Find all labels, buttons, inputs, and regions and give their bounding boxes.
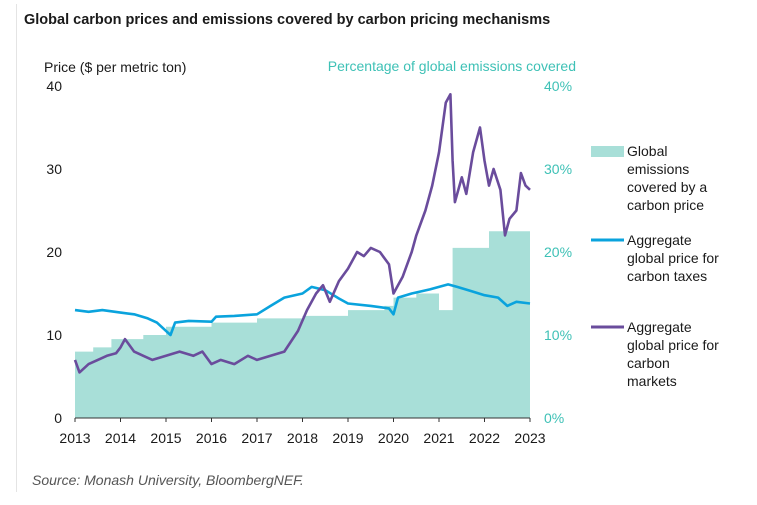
series-coverage-area — [75, 231, 530, 418]
legend-swatch-coverage — [591, 146, 624, 157]
legend-label-coverage: Global emissions covered by a carbon pri… — [627, 143, 711, 213]
legend-label-taxes: Aggregate global price for carbon taxes — [627, 232, 723, 284]
right-y-tick-label: 30% — [544, 161, 572, 177]
right-y-tick-label: 0% — [544, 410, 564, 426]
left-y-tick-label: 20 — [46, 244, 62, 260]
x-tick-label: 2018 — [287, 430, 318, 446]
x-tick-label: 2014 — [105, 430, 136, 446]
right-y-tick-label: 20% — [544, 244, 572, 260]
left-y-tick-label: 0 — [54, 410, 62, 426]
right-y-tick-label: 40% — [544, 78, 572, 94]
series-carbon-markets-line — [73, 93, 531, 374]
source-note: Source: Monash University, BloombergNEF. — [32, 472, 304, 488]
left-y-tick-label: 30 — [46, 161, 62, 177]
x-tick-label: 2016 — [196, 430, 227, 446]
right-y-tick-label: 10% — [544, 327, 572, 343]
x-tick-label: 2021 — [423, 430, 454, 446]
legend: Global emissions covered by a carbon pri… — [591, 143, 723, 389]
legend-label-markets: Aggregate global price for carbon market… — [627, 319, 723, 389]
chart-title: Global carbon prices and emissions cover… — [24, 12, 551, 28]
x-tick-label: 2022 — [469, 430, 500, 446]
coverage-area-layer — [75, 231, 530, 418]
x-tick-label: 2017 — [241, 430, 272, 446]
x-tick-label: 2019 — [332, 430, 363, 446]
left-frame-line — [16, 4, 17, 492]
series-carbon-taxes-line — [74, 283, 531, 337]
left-y-tick-label: 10 — [46, 327, 62, 343]
x-tick-label: 2013 — [59, 430, 90, 446]
left-axis-label: Price ($ per metric ton) — [44, 59, 186, 75]
x-tick-label: 2023 — [514, 430, 545, 446]
right-axis-label: Percentage of global emissions covered — [328, 58, 576, 74]
x-tick-label: 2015 — [150, 430, 181, 446]
axes-layer: 2013 2014 2015 2016 2017 2018 2019 2020 2021 2022… — [46, 78, 572, 446]
x-tick-label: 2020 — [378, 430, 409, 446]
chart: 2013 2014 2015 2016 2017 2018 2019 2020 2021 2022… — [44, 58, 723, 446]
left-y-tick-label: 40 — [46, 78, 62, 94]
price-lines-layer — [73, 93, 531, 374]
